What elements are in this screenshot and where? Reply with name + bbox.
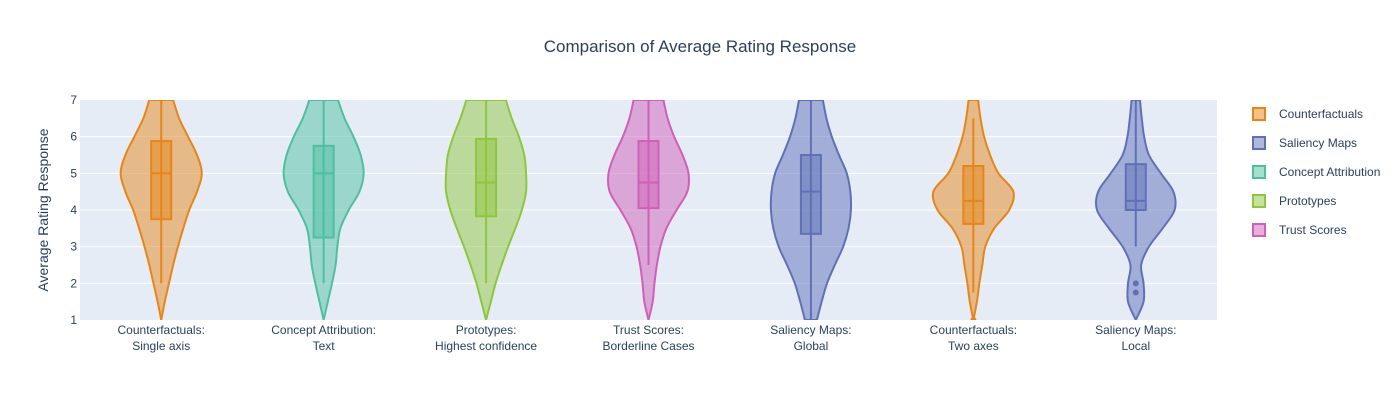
box [150, 140, 173, 221]
x-tick-label: Saliency Maps: [770, 323, 851, 337]
legend-label: Trust Scores [1279, 223, 1347, 237]
y-axis-title: Average Rating Response [35, 128, 51, 291]
x-tick-label: Counterfactuals: [118, 323, 205, 337]
legend-label: Saliency Maps [1279, 136, 1357, 150]
legend-label: Counterfactuals [1279, 107, 1363, 121]
legend-label: Prototypes [1279, 194, 1336, 208]
x-tick-label: Borderline Cases [602, 339, 694, 353]
box [475, 137, 498, 218]
violin-3 [444, 100, 528, 320]
violin-2 [282, 100, 365, 320]
violin-4 [607, 100, 690, 320]
x-tick-label: Two axes [948, 339, 999, 353]
legend-swatch [1252, 194, 1266, 208]
y-tick-label: 3 [70, 240, 77, 254]
legend-item[interactable]: Saliency Maps [1252, 136, 1357, 150]
box [312, 144, 335, 239]
x-axis: Counterfactuals: Single axis Concept Attri… [118, 323, 1177, 353]
legend-swatch [1252, 165, 1266, 179]
legend: Counterfactuals Saliency Maps Concept Attr… [1252, 107, 1380, 237]
x-tick-label: Highest confidence [435, 339, 537, 353]
x-tick-label: Saliency Maps: [1095, 323, 1176, 337]
legend-item[interactable]: Counterfactuals [1252, 107, 1363, 121]
legend-item[interactable]: Prototypes [1252, 194, 1336, 208]
y-tick-label: 5 [70, 166, 77, 180]
legend-swatch [1252, 223, 1266, 237]
box [799, 154, 822, 235]
x-tick-label: Single axis [132, 339, 190, 353]
x-tick-label: Trust Scores: [613, 323, 684, 337]
outlier-point [970, 317, 977, 320]
violin-1 [119, 100, 203, 320]
y-axis: 1 2 3 4 5 6 7 [70, 93, 77, 327]
box [637, 140, 660, 210]
box [1124, 163, 1147, 212]
x-tick-label: Prototypes: [456, 323, 517, 337]
violin-6 [931, 100, 1015, 320]
outlier-point [1132, 289, 1139, 296]
outlier-point [1132, 280, 1139, 287]
legend-item[interactable]: Trust Scores [1252, 223, 1347, 237]
y-tick-label: 6 [70, 130, 77, 144]
legend-item[interactable]: Concept Attribution [1252, 165, 1380, 179]
y-tick-label: 7 [70, 93, 77, 107]
y-tick-label: 1 [70, 313, 77, 327]
x-tick-label: Concept Attribution: [271, 323, 376, 337]
chart-title: Comparison of Average Rating Response [544, 37, 856, 56]
box [962, 165, 985, 225]
x-tick-label: Local [1121, 339, 1150, 353]
x-tick-label: Text [313, 339, 336, 353]
y-tick-label: 2 [70, 276, 77, 290]
x-tick-label: Global [794, 339, 829, 353]
x-tick-label: Counterfactuals: [930, 323, 1017, 337]
legend-label: Concept Attribution [1279, 165, 1380, 179]
legend-swatch [1252, 107, 1266, 121]
legend-swatch [1252, 136, 1266, 150]
violins [119, 100, 1177, 320]
violin-7 [1094, 100, 1177, 320]
violin-5 [769, 100, 853, 320]
y-tick-label: 4 [70, 203, 77, 217]
